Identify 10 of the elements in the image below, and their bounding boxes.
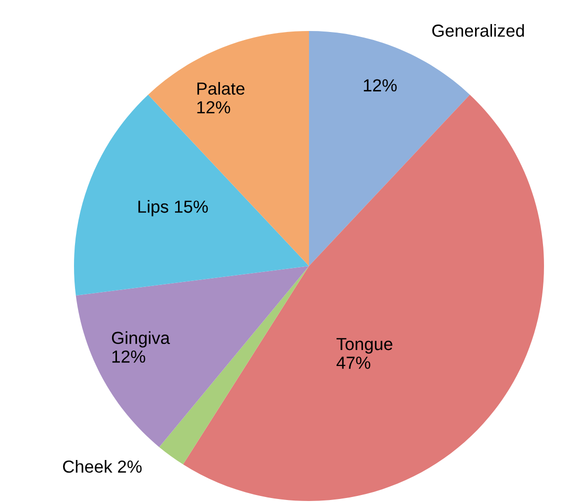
- slice-label: Generalized: [432, 24, 524, 37]
- slice-label: Palate: [197, 82, 244, 95]
- data-label: 12%: [197, 101, 230, 114]
- data-label: 12%: [364, 79, 397, 92]
- data-label: 47%: [336, 356, 370, 369]
- data-label: 12%: [112, 350, 146, 363]
- slice-label: Gingiva: [112, 331, 170, 348]
- slice-label: Tongue: [336, 338, 392, 354]
- slice-label: Lips 15%: [138, 200, 208, 216]
- slice-label: Cheek 2%: [63, 460, 142, 473]
